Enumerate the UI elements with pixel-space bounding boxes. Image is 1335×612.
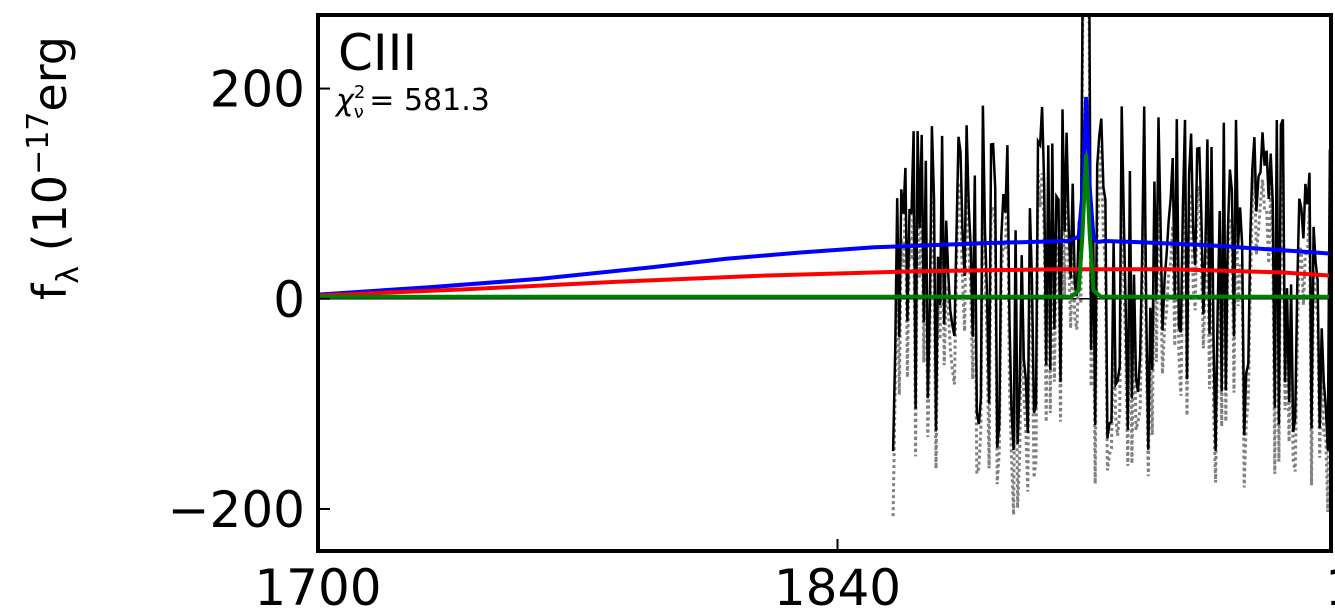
plot-area	[318, 15, 1331, 517]
x-tick-label: 1700	[254, 559, 381, 612]
total-curve	[318, 96, 1331, 297]
continuum-curve	[318, 267, 1331, 298]
plot-frame	[316, 13, 1333, 553]
spectrum-data-layer	[891, 15, 1331, 517]
y-tick-label: −200	[168, 481, 305, 539]
x-tick-label: 19	[1325, 559, 1335, 612]
y-axis-label: fλ (10−17erg	[21, 36, 86, 300]
axis-ticks: 1700 1840 19 −200 0 200	[168, 61, 1335, 612]
model-dotted-series	[891, 15, 1331, 517]
model-curves-layer	[318, 96, 1331, 299]
x-tick-label: 1840	[774, 559, 901, 612]
y-tick-label: 200	[210, 61, 305, 119]
chi-square-annotation: χν2 = 581.3	[334, 82, 490, 123]
observed-flux-series	[891, 15, 1331, 452]
y-tick-label: 0	[273, 271, 305, 329]
line_component-curve	[318, 153, 1331, 299]
panel-label: CIII	[338, 24, 417, 82]
